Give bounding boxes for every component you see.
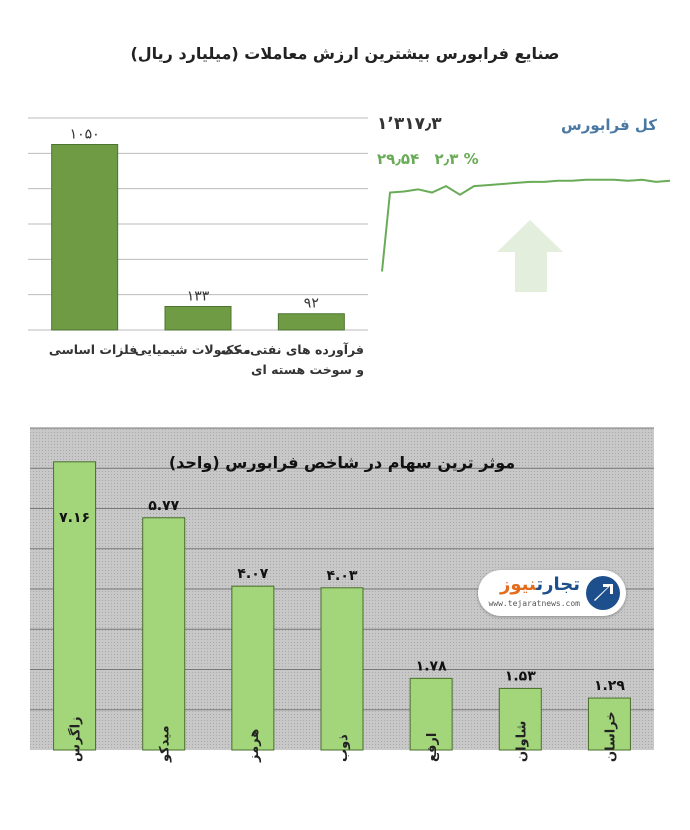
category-label: و سوخت هسته ای [251, 362, 364, 377]
industries-bar-chart: ۱۰۵۰ فلزات اساسی ۱۳۳ محصولات شیمیایی ۹۲ فرآور… [28, 117, 368, 377]
index-label: کل فرابورس [561, 116, 657, 134]
bar [51, 144, 119, 331]
value-label: ۹۲ [304, 296, 319, 312]
logo-arrow-icon [586, 576, 620, 610]
value-label: ۱۰۵۰ [70, 127, 100, 143]
index-panel: ۱٬۳۱۷٫۳ کل فرابورس ۲۹٫۵۴ ۲٫۳ % [375, 108, 675, 308]
index-value: ۱٬۳۱۷٫۳ [377, 114, 442, 134]
value-label: ۷.۱۶ [59, 510, 90, 526]
index-line-chart [381, 178, 671, 292]
page-title: صنایع فرابورس بیشترین ارزش معاملات (میلی… [130, 44, 560, 63]
category-label: میدکو [158, 725, 173, 763]
logo-text: تجارتنیوز [500, 574, 580, 595]
value-label: ۱.۷۸ [416, 658, 447, 674]
chart-title: موثر ترین سهام در شاخص فرابورس (واحد) [169, 453, 515, 472]
category-label: فلزات اساسی [49, 342, 137, 357]
category-label: فرآورده های نفتی، کک [221, 342, 364, 357]
value-label: ۵.۷۷ [148, 498, 179, 514]
bar [498, 687, 542, 751]
category-label: ارفع [425, 733, 440, 762]
index-change-points: ۲۹٫۵۴ [377, 150, 420, 168]
logo-url: www.tejaratnews.com [488, 599, 580, 608]
bar [164, 306, 232, 331]
category-label: محصولات شیمیایی [135, 342, 251, 357]
tejaratnews-logo: تجارتنیوز www.tejaratnews.com [478, 570, 626, 616]
index-change-percent: ۲٫۳ % [434, 150, 479, 168]
value-label: ۱.۲۹ [594, 678, 625, 694]
category-label: شاوان [514, 721, 529, 762]
bar [587, 697, 631, 751]
value-label: ۴.۰۷ [237, 566, 268, 582]
category-label: خراسان [603, 711, 618, 762]
bar [277, 313, 345, 331]
value-label: ۴.۰۳ [327, 568, 358, 584]
category-label: هرمز [247, 729, 262, 763]
value-label: ۱۳۳ [187, 289, 210, 305]
index-line [381, 178, 671, 272]
index-change: ۲۹٫۵۴ ۲٫۳ % [377, 150, 479, 168]
value-label: ۱.۵۳ [505, 668, 536, 684]
bar [409, 677, 453, 751]
bar [53, 461, 97, 751]
up-arrow-icon [497, 220, 563, 292]
category-label: زاگرس [68, 716, 84, 762]
stocks-bar-chart: موثر ترین سهام در شاخص فرابورس (واحد) ۷.۱… [30, 427, 654, 763]
bar [142, 517, 186, 751]
bar [320, 587, 364, 751]
category-label: ذوب [336, 734, 351, 762]
bar [231, 585, 275, 751]
